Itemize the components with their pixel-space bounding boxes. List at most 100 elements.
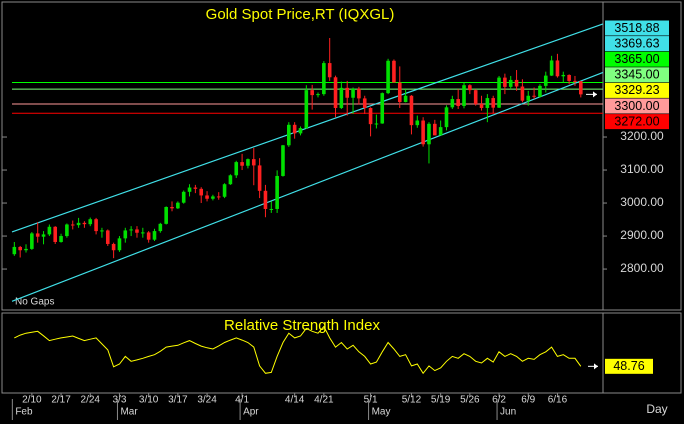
candle-body (549, 60, 554, 76)
candle-body (555, 60, 560, 77)
x-tick-label: 6/2 (492, 395, 506, 406)
candle-body (433, 123, 437, 136)
price-label: 3369.63 (614, 36, 659, 50)
price-label-box (605, 36, 669, 52)
candle-body (263, 190, 268, 209)
candle-body (362, 98, 367, 108)
candle-body (146, 232, 151, 240)
candle-body (240, 162, 244, 166)
candle-body (298, 128, 303, 134)
candle-body (479, 104, 484, 108)
candle-body (88, 219, 93, 225)
price-label: 3300.00 (614, 99, 659, 113)
candle-body (327, 63, 332, 78)
indicator-title: Relative Strength Index (224, 317, 380, 334)
candle-body (409, 95, 414, 126)
price-panel (1, 1, 682, 311)
candle-body (520, 86, 525, 101)
candle-body (357, 88, 361, 99)
candle-body (234, 162, 239, 176)
candle-body (181, 191, 186, 203)
candle-body (573, 80, 577, 82)
x-tick-label: 4/1 (235, 395, 249, 406)
month-label: May (372, 407, 391, 418)
month-label: Mar (120, 407, 138, 418)
price-label: 3518.88 (614, 21, 659, 35)
candle-body (176, 202, 180, 209)
x-tick-label: 4/21 (314, 395, 334, 406)
candle-body (246, 159, 250, 166)
x-tick-label: 5/26 (460, 395, 480, 406)
candle-body (345, 87, 350, 98)
indicator-label: 48.76 (613, 359, 644, 373)
candle-body (158, 223, 163, 232)
candle-body (292, 124, 297, 134)
candle-body (514, 79, 519, 87)
candle-body (438, 127, 443, 136)
last-value-arrow (594, 363, 598, 370)
candle-body (269, 208, 274, 210)
candle-body (322, 63, 326, 95)
candle-body (450, 99, 455, 108)
candle-body (473, 90, 478, 105)
y-tick-label: 3100.00 (620, 162, 664, 176)
candle-body (141, 232, 145, 234)
y-tick-label: 3200.00 (620, 129, 664, 143)
y-tick-label: 2900.00 (620, 228, 664, 242)
candle-body (117, 238, 122, 251)
candle-body (380, 93, 385, 124)
candle-body (281, 145, 285, 176)
candle-body (152, 231, 157, 240)
candle-body (497, 77, 501, 108)
candle-body (421, 120, 425, 145)
candle-body (76, 222, 81, 226)
candle-body (462, 85, 466, 106)
indicator-line (14, 325, 582, 375)
candle-body (111, 243, 116, 251)
candle-body (94, 219, 98, 232)
candle-body (18, 246, 22, 251)
candle-body (82, 222, 87, 225)
x-tick-label: 3/24 (197, 395, 217, 406)
x-tick-label: 3/17 (168, 395, 188, 406)
x-tick-label: 2/24 (81, 395, 101, 406)
candle-body (386, 60, 390, 94)
x-tick-label: 4/14 (285, 395, 305, 406)
candle-body (415, 120, 420, 126)
candle-body (543, 75, 548, 86)
candle-body (228, 175, 233, 185)
candle-body (468, 85, 472, 91)
candle-body (316, 94, 320, 96)
candle-body (503, 77, 507, 87)
candle-body (392, 60, 396, 83)
x-tick-label: 5/12 (402, 395, 422, 406)
candle-body (193, 187, 198, 189)
candle-body (205, 195, 209, 199)
x-tick-label: 3/3 (113, 395, 127, 406)
candle-body (491, 98, 496, 108)
candle-body (275, 175, 279, 209)
y-tick-label: 3000.00 (620, 195, 664, 209)
candle-body (485, 98, 490, 108)
candle-body (444, 107, 449, 128)
candle-body (333, 77, 338, 108)
candle-body (257, 165, 262, 191)
candle-body (508, 79, 513, 87)
candle-body (456, 99, 460, 106)
candle-body (65, 224, 69, 237)
x-tick-label: 5/19 (431, 395, 451, 406)
x-tick-label: 6/9 (521, 395, 535, 406)
price-label-box (605, 51, 669, 67)
candle-body (123, 230, 128, 239)
trend-line (11, 71, 604, 302)
note: No Gaps (15, 297, 54, 308)
candle-body (351, 88, 355, 98)
candle-body (538, 85, 542, 97)
candle-body (561, 74, 566, 77)
candle-body (287, 124, 291, 146)
candle-body (339, 87, 344, 108)
candle-body (170, 206, 174, 209)
candle-body (47, 226, 52, 235)
